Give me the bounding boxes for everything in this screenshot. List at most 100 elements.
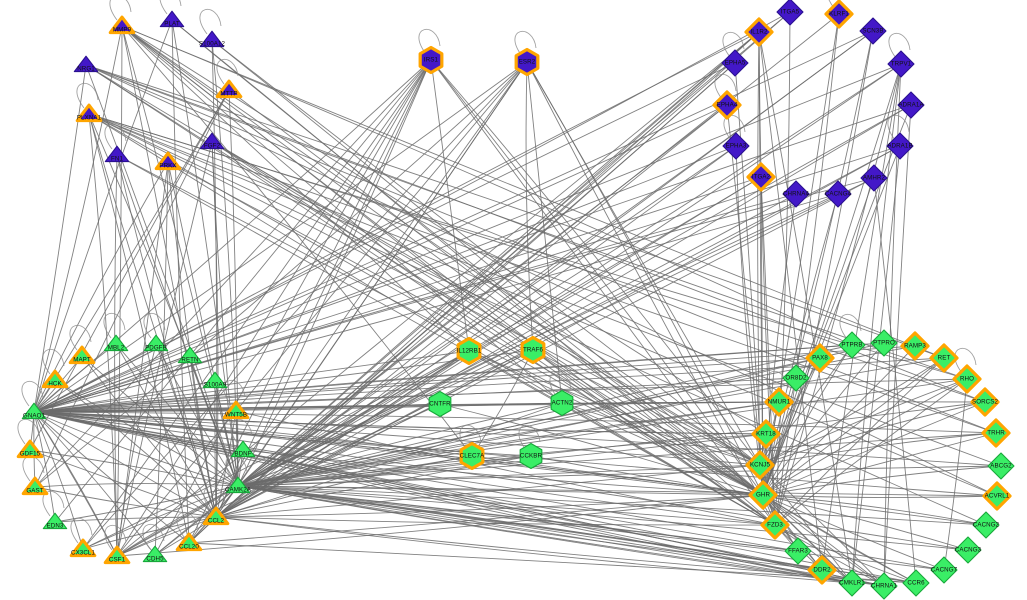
graph-node-nrg1[interactable]: [73, 55, 99, 73]
edge: [85, 64, 764, 496]
graph-node-cdh5[interactable]: [142, 545, 168, 563]
graph-node-sorcs2[interactable]: [970, 387, 1000, 417]
graph-node-acvrl1[interactable]: [982, 481, 1012, 511]
graph-node-mapt[interactable]: [68, 345, 96, 365]
graph-node-epha4[interactable]: [712, 90, 742, 120]
graph-node-ccr6[interactable]: [902, 569, 930, 597]
edge: [154, 161, 169, 556]
graph-node-krt18[interactable]: [751, 419, 781, 449]
graph-node-ptpro[interactable]: [870, 329, 898, 357]
graph-node-retn[interactable]: [177, 346, 203, 364]
graph-node-plat[interactable]: [159, 10, 185, 28]
graph-node-amhr2[interactable]: [860, 164, 888, 192]
graph-node-trhr[interactable]: [981, 418, 1011, 448]
graph-node-pax8[interactable]: [805, 343, 835, 373]
graph-node-irs1[interactable]: [418, 45, 444, 75]
graph-node-trpv1[interactable]: [887, 50, 915, 78]
edge: [214, 380, 239, 487]
graph-node-epha5[interactable]: [721, 49, 749, 77]
graph-node-ret[interactable]: [929, 343, 959, 373]
graph-node-il1r2[interactable]: [744, 17, 774, 47]
node-layer[interactable]: [16, 0, 1015, 600]
graph-node-mmp9[interactable]: [108, 15, 136, 35]
graph-node-fzd3[interactable]: [760, 510, 790, 540]
graph-node-scn3b[interactable]: [859, 17, 887, 45]
graph-node-cx3cl1[interactable]: [69, 538, 97, 558]
graph-node-fn1[interactable]: [104, 145, 130, 163]
graph-node-ccl20[interactable]: [175, 532, 203, 552]
graph-node-or8d2[interactable]: [782, 364, 810, 392]
edge: [88, 113, 987, 526]
graph-node-plxna1[interactable]: [75, 103, 103, 123]
edge: [33, 411, 1002, 467]
edge: [774, 357, 945, 526]
graph-node-cckbr[interactable]: [519, 442, 543, 470]
graph-node-kcnj5[interactable]: [745, 450, 775, 480]
graph-node-nmur1[interactable]: [764, 387, 794, 417]
graph-node-cmklr1[interactable]: [838, 569, 866, 597]
self-loop-edge: [722, 32, 745, 58]
graph-node-itga5[interactable]: [776, 0, 804, 26]
graph-node-pdgfb[interactable]: [143, 334, 169, 352]
graph-node-esr2[interactable]: [514, 47, 540, 77]
graph-node-gast[interactable]: [21, 476, 49, 496]
graph-node-clec7a[interactable]: [459, 441, 485, 471]
graph-node-ptprb[interactable]: [838, 331, 866, 359]
graph-node-camk2a[interactable]: [225, 476, 251, 494]
edge: [155, 343, 239, 487]
graph-node-mttp[interactable]: [215, 79, 243, 99]
graph-node-hck[interactable]: [41, 369, 69, 389]
graph-node-chrna1[interactable]: [870, 572, 898, 600]
edge: [116, 154, 776, 526]
edge: [34, 486, 217, 518]
graph-node-edn3[interactable]: [42, 512, 68, 530]
self-loop-edge: [109, 0, 132, 21]
graph-node-cacng4[interactable]: [824, 180, 852, 208]
graph-node-cacng3[interactable]: [954, 536, 982, 564]
graph-node-abcg2[interactable]: [987, 452, 1015, 480]
self-loop-edge: [199, 9, 222, 35]
edge: [33, 411, 767, 435]
graph-node-il12rb1[interactable]: [456, 336, 482, 366]
graph-node-ramp3[interactable]: [900, 331, 930, 361]
graph-node-adra1a[interactable]: [897, 91, 925, 119]
graph-node-traf6[interactable]: [520, 335, 546, 365]
graph-node-cacng2[interactable]: [972, 511, 1000, 539]
graph-node-chrna4[interactable]: [782, 180, 810, 208]
edge: [215, 145, 737, 518]
graph-node-s100a9[interactable]: [202, 371, 228, 389]
graph-node-gnao1[interactable]: [21, 402, 47, 420]
self-loop-edge: [104, 525, 127, 551]
graph-node-cntfr[interactable]: [428, 390, 452, 418]
graph-node-prkx[interactable]: [154, 151, 182, 171]
graph-node-csf1[interactable]: [103, 545, 131, 565]
edge: [189, 355, 217, 518]
graph-node-mbl2[interactable]: [103, 334, 129, 352]
graph-node-cacng7[interactable]: [930, 556, 958, 584]
edge: [171, 19, 190, 544]
edge: [757, 31, 761, 466]
graph-node-rho[interactable]: [952, 364, 982, 394]
edge: [116, 154, 217, 518]
graph-node-itga2[interactable]: [746, 162, 776, 192]
graph-node-klrf1[interactable]: [824, 0, 854, 29]
graph-node-actn2[interactable]: [550, 389, 574, 417]
graph-node-ghr[interactable]: [748, 480, 778, 510]
graph-node-gdf15[interactable]: [16, 439, 44, 459]
graph-node-ddr2[interactable]: [807, 555, 837, 585]
graph-node-fgf2[interactable]: [199, 132, 225, 150]
graph-node-s100a12[interactable]: [199, 30, 225, 48]
graph-node-wnt5b[interactable]: [222, 400, 250, 420]
self-loop-edge: [42, 349, 65, 375]
graph-node-ccl2[interactable]: [202, 506, 230, 526]
self-loop-edge: [22, 456, 45, 482]
graph-node-ffar3[interactable]: [784, 537, 812, 565]
graph-node-bdnf[interactable]: [230, 440, 256, 458]
edge: [215, 350, 470, 518]
edge: [821, 63, 902, 571]
graph-node-adra1b[interactable]: [886, 132, 914, 160]
edge: [237, 344, 853, 487]
graph-node-epha3[interactable]: [722, 132, 750, 160]
